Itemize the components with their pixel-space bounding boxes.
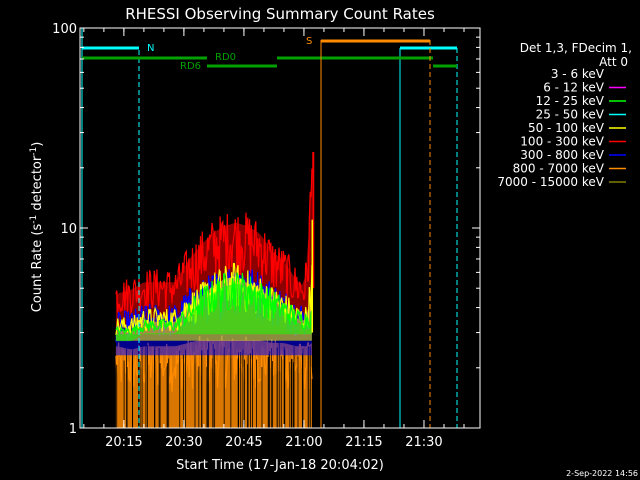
y-axis-label-part3: ) [30, 142, 45, 147]
series-800-7000keV [115, 335, 313, 428]
x-tick-label: 20:30 [165, 435, 202, 450]
y-axis-label-sup2: -1 [29, 147, 39, 156]
legend-label: 12 - 25 keV [536, 94, 605, 108]
legend-header-2: Att 0 [599, 55, 628, 69]
flag-label-rd0: RD0 [215, 52, 236, 63]
series-band [115, 283, 312, 342]
x-tick-label: 21:00 [285, 435, 322, 450]
y-tick-label: 100 [52, 22, 77, 37]
x-tick-label: 21:15 [345, 435, 382, 450]
chart-title: RHESSI Observing Summary Count Rates [125, 5, 435, 23]
flare-spike [311, 151, 315, 333]
y-axis-label-part2: detector [30, 155, 45, 215]
flag-label-s: S [306, 36, 312, 47]
legend-label: 800 - 7000 keV [513, 162, 605, 176]
legend-label: 6 - 12 keV [543, 81, 605, 95]
y-tick-label: 1 [69, 422, 77, 437]
flag-label-rd6: RD6 [180, 61, 201, 72]
legend-label: 25 - 50 keV [536, 108, 605, 122]
y-axis-label-part1: Count Rate (s [30, 224, 45, 313]
x-tick-label: 20:45 [225, 435, 262, 450]
axes-layer: 20:15 20:30 20:45 21:00 21:15 21:30 1 10 100 [52, 22, 481, 450]
y-axis-label-sup1: -1 [29, 215, 39, 224]
legend-header-1: Det 1,3, FDecim 1, [520, 41, 632, 55]
x-tick-label: 20:15 [105, 435, 142, 450]
series-12-25keV [115, 272, 313, 342]
footer-date: 2-Sep-2022 14:56 [566, 469, 638, 478]
x-tick-label: 21:30 [405, 435, 442, 450]
legend-label: 300 - 800 keV [520, 148, 604, 162]
series-band [115, 340, 312, 428]
flag-label-n: N [147, 43, 154, 54]
legend-label: 7000 - 15000 keV [497, 175, 604, 189]
data-layer [115, 151, 315, 428]
legend-label: 50 - 100 keV [528, 121, 605, 135]
x-axis-label: Start Time (17-Jan-18 20:04:02) [176, 458, 384, 473]
y-axis-label: Count Rate (s-1 detector-1) [29, 142, 45, 313]
y-tick-label: 10 [60, 222, 77, 237]
legend-label: 3 - 6 keV [551, 67, 605, 81]
legend-label: 100 - 300 keV [520, 135, 604, 149]
